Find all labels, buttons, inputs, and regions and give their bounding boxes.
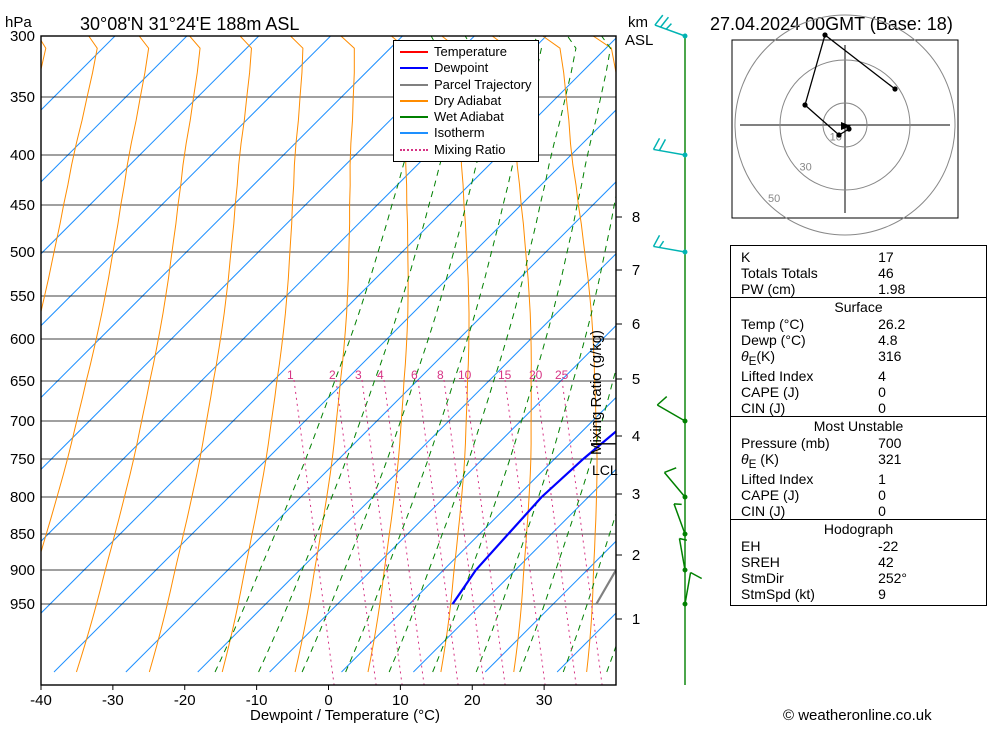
table-row: Lifted Index1 [731, 471, 986, 487]
table-row: StmDir252° [731, 570, 986, 586]
table-row: PW (cm)1.98 [731, 281, 986, 297]
svg-text:50: 50 [768, 193, 780, 205]
legend-item: Dewpoint [400, 60, 532, 76]
table-row: Dewp (°C)4.8 [731, 332, 986, 348]
svg-text:550: 550 [10, 288, 35, 305]
mixing-ratio-value: 1 [287, 368, 294, 382]
svg-text:350: 350 [10, 89, 35, 106]
svg-text:7: 7 [632, 262, 640, 279]
mixing-ratio-value: 8 [437, 368, 444, 382]
svg-text:-20: -20 [174, 692, 196, 709]
svg-text:500: 500 [10, 244, 35, 261]
svg-text:-30: -30 [102, 692, 124, 709]
legend-item: Dry Adiabat [400, 93, 532, 109]
table-row: CIN (J)0 [731, 503, 986, 519]
svg-text:900: 900 [10, 562, 35, 579]
svg-text:750: 750 [10, 451, 35, 468]
legend-item: Wet Adiabat [400, 109, 532, 125]
mixing-ratio-value: 25 [555, 368, 568, 382]
copyright: © weatheronline.co.uk [783, 707, 932, 724]
svg-text:300: 300 [10, 28, 35, 45]
indices-table: K17Totals Totals46PW (cm)1.98SurfaceTemp… [730, 245, 987, 606]
legend-item: Mixing Ratio [400, 142, 532, 158]
lcl-label: LCL [592, 462, 618, 478]
legend-item: Temperature [400, 44, 532, 60]
svg-text:3: 3 [632, 486, 640, 503]
mixing-ratio-value: 6 [411, 368, 418, 382]
mixing-ratio-value: 3 [355, 368, 362, 382]
svg-text:6: 6 [632, 316, 640, 333]
table-row: CIN (J)0 [731, 400, 986, 416]
svg-text:30: 30 [536, 692, 553, 709]
table-section-head: Hodograph [731, 519, 986, 538]
right-axis-label: Mixing Ratio (g/kg) [588, 295, 605, 455]
mixing-ratio-value: 4 [377, 368, 384, 382]
legend-item: Parcel Trajectory [400, 77, 532, 93]
table-row: CAPE (J)0 [731, 384, 986, 400]
table-section-head: Surface [731, 297, 986, 316]
mixing-ratio-value: 20 [529, 368, 542, 382]
table-row: StmSpd (kt)9 [731, 586, 986, 602]
svg-text:650: 650 [10, 373, 35, 390]
table-row: Temp (°C)26.2 [731, 316, 986, 332]
table-row: CAPE (J)0 [731, 487, 986, 503]
svg-text:4: 4 [632, 428, 640, 445]
svg-text:400: 400 [10, 147, 35, 164]
svg-text:950: 950 [10, 596, 35, 613]
table-row: θE (K)321 [731, 451, 986, 471]
svg-text:700: 700 [10, 413, 35, 430]
x-axis-label: Dewpoint / Temperature (°C) [195, 707, 495, 724]
table-row: SREH42 [731, 554, 986, 570]
svg-text:8: 8 [632, 209, 640, 226]
legend-item: Isotherm [400, 125, 532, 141]
table-row: Lifted Index4 [731, 368, 986, 384]
table-section-head: Most Unstable [731, 416, 986, 435]
svg-text:800: 800 [10, 489, 35, 506]
svg-text:2: 2 [632, 547, 640, 564]
table-row: Pressure (mb)700 [731, 435, 986, 451]
mixing-ratio-value: 10 [458, 368, 471, 382]
legend: TemperatureDewpointParcel TrajectoryDry … [393, 40, 539, 162]
table-row: EH-22 [731, 538, 986, 554]
svg-text:1: 1 [632, 611, 640, 628]
svg-text:5: 5 [632, 371, 640, 388]
svg-text:600: 600 [10, 331, 35, 348]
table-row: θE(K)316 [731, 348, 986, 368]
table-row: K17 [731, 249, 986, 265]
svg-text:850: 850 [10, 526, 35, 543]
svg-text:-40: -40 [30, 692, 52, 709]
table-row: Totals Totals46 [731, 265, 986, 281]
svg-text:30: 30 [800, 162, 812, 174]
svg-text:450: 450 [10, 197, 35, 214]
mixing-ratio-value: 2 [329, 368, 336, 382]
mixing-ratio-value: 15 [498, 368, 511, 382]
